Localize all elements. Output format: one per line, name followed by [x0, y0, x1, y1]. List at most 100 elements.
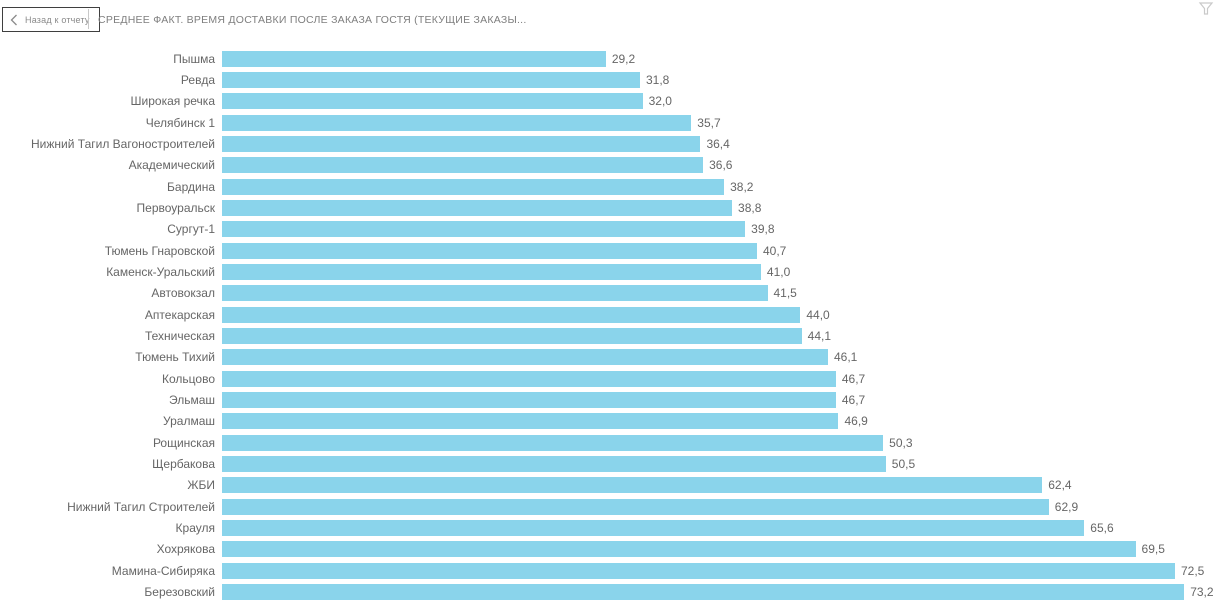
bar[interactable] [222, 391, 836, 408]
chart-title: СРЕДНЕЕ ФАКТ. ВРЕМЯ ДОСТАВКИ ПОСЛЕ ЗАКАЗ… [98, 14, 527, 26]
category-label: Техническая [144, 328, 215, 343]
bar[interactable] [222, 455, 886, 472]
bar[interactable] [222, 477, 1043, 494]
chart-row: Березовский 73,2 [0, 581, 1221, 602]
bar-chart: Пышма 29,2 Ревда 31,8 Широкая речка 32,0 Челяб… [0, 48, 1221, 603]
value-label: 73,2 [1190, 584, 1214, 599]
chart-row: Бардина 38,2 [0, 176, 1221, 197]
bar[interactable] [222, 93, 643, 110]
value-label: 38,2 [730, 179, 754, 194]
bar[interactable] [222, 306, 801, 323]
value-label: 29,2 [611, 51, 636, 66]
chart-row: Пышма 29,2 [0, 48, 1221, 69]
bar[interactable] [222, 199, 733, 216]
chart-row: Широкая речка 32,0 [0, 91, 1221, 112]
value-label: 69,5 [1141, 542, 1165, 557]
value-label: 39,8 [751, 222, 775, 237]
value-label: 38,8 [738, 200, 762, 215]
bar-area: 62,9 [222, 496, 1221, 517]
bar-area: 46,9 [222, 411, 1221, 432]
filter-funnel-icon[interactable] [1198, 1, 1214, 17]
bar[interactable] [222, 583, 1185, 600]
chart-row: Тюмень Гнаровской 40,7 [0, 240, 1221, 261]
value-label: 36,4 [706, 136, 730, 151]
bar[interactable] [222, 50, 606, 67]
back-button-label: Назад к отчету [25, 14, 90, 25]
bar-area: 39,8 [222, 219, 1221, 240]
bar[interactable] [222, 541, 1136, 558]
value-label: 41,5 [773, 286, 797, 301]
category-label: ЖБИ [187, 478, 215, 493]
header-divider [88, 9, 89, 29]
value-label: 50,5 [891, 456, 916, 471]
bar[interactable] [222, 71, 640, 88]
value-label: 44,0 [806, 307, 830, 322]
bar-area: 41,0 [222, 261, 1221, 282]
back-to-report-button[interactable]: Назад к отчету [2, 7, 100, 32]
bar[interactable] [222, 157, 704, 174]
value-label: 36,6 [709, 158, 733, 173]
category-label: Тюмень Гнаровской [104, 243, 215, 258]
bar-area: 46,7 [222, 368, 1221, 389]
value-label: 65,6 [1090, 520, 1114, 535]
category-label: Тюмень Тихий [135, 350, 215, 365]
category-label: Нижний Тагил Вагоностроителей [31, 136, 215, 151]
bar[interactable] [222, 285, 768, 302]
chart-row: Кольцово 46,7 [0, 368, 1221, 389]
chart-row: Хохрякова 69,5 [0, 539, 1221, 560]
bar-area: 73,2 [222, 581, 1221, 602]
chevron-left-icon [10, 14, 18, 26]
category-label: Аптекарская [144, 307, 215, 322]
bar[interactable] [222, 562, 1175, 579]
category-label: Нижний Тагил Строителей [67, 499, 215, 514]
bar-area: 36,4 [222, 133, 1221, 154]
value-label: 32,0 [648, 94, 672, 109]
chart-row: Ревда 31,8 [0, 69, 1221, 90]
bar-area: 29,2 [222, 48, 1221, 69]
bar[interactable] [222, 434, 884, 451]
bar[interactable] [222, 349, 828, 366]
bar[interactable] [222, 178, 725, 195]
bar[interactable] [222, 263, 761, 280]
bar-area: 31,8 [222, 69, 1221, 90]
bar[interactable] [222, 370, 836, 387]
value-label: 40,7 [762, 243, 787, 258]
chart-row: Крауля 65,6 [0, 517, 1221, 538]
bar-area: 38,2 [222, 176, 1221, 197]
bar-area: 65,6 [222, 517, 1221, 538]
bar-area: 46,1 [222, 347, 1221, 368]
bar-area: 69,5 [222, 539, 1221, 560]
value-label: 62,9 [1054, 499, 1079, 514]
category-label: Челябинск 1 [145, 115, 215, 130]
category-label: Мамина-Сибиряка [111, 563, 215, 578]
chart-row: Мамина-Сибиряка 72,5 [0, 560, 1221, 581]
chart-row: Техническая 44,1 [0, 325, 1221, 346]
chart-row: Уралмаш 46,9 [0, 411, 1221, 432]
bar[interactable] [222, 519, 1085, 536]
bar[interactable] [222, 114, 692, 131]
category-label: Крауля [175, 520, 215, 535]
chart-row: Щербакова 50,5 [0, 453, 1221, 474]
bar[interactable] [222, 413, 839, 430]
category-label: Уралмаш [163, 414, 215, 429]
chart-row: Каменск-Уральский 41,0 [0, 261, 1221, 282]
value-label: 44,1 [807, 328, 832, 343]
chart-row: Сургут-1 39,8 [0, 219, 1221, 240]
bar-area: 40,7 [222, 240, 1221, 261]
category-label: Рощинская [152, 435, 215, 450]
bar-area: 50,5 [222, 453, 1221, 474]
bar[interactable] [222, 242, 757, 259]
chart-row: Академический 36,6 [0, 155, 1221, 176]
bar[interactable] [222, 498, 1049, 515]
category-label: Автовокзал [151, 286, 215, 301]
bar-area: 41,5 [222, 283, 1221, 304]
value-label: 62,4 [1048, 478, 1072, 493]
bar[interactable] [222, 221, 746, 238]
value-label: 72,5 [1180, 563, 1205, 578]
bar-area: 35,7 [222, 112, 1221, 133]
bar[interactable] [222, 135, 701, 152]
category-label: Ревда [180, 72, 215, 87]
category-label: Кольцово [162, 371, 215, 386]
chart-row: Нижний Тагил Строителей 62,9 [0, 496, 1221, 517]
bar[interactable] [222, 327, 802, 344]
